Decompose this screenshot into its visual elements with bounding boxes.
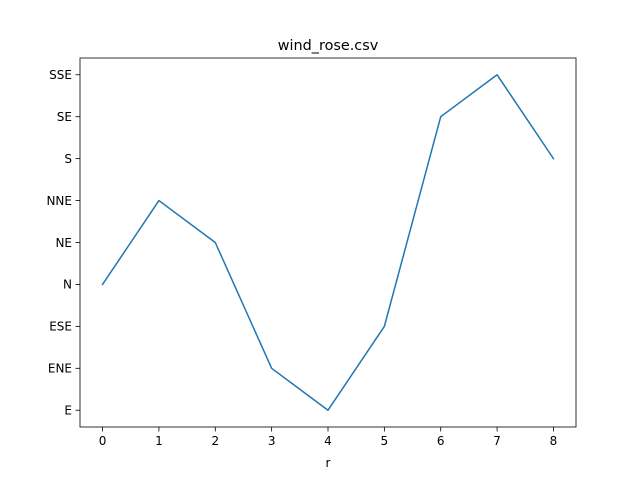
- y-tick-label: S: [64, 152, 72, 166]
- x-tick-label: 7: [493, 434, 501, 448]
- x-tick-label: 3: [268, 434, 276, 448]
- x-axis-label: r: [326, 456, 331, 470]
- x-tick-label: 1: [155, 434, 163, 448]
- chart-title: wind_rose.csv: [278, 38, 379, 54]
- x-tick-label: 8: [550, 434, 558, 448]
- axes-frame: [79, 57, 577, 428]
- x-tick-label: 0: [99, 434, 107, 448]
- y-tick-label: ENE: [48, 362, 72, 376]
- x-tick-label: 2: [211, 434, 219, 448]
- y-tick-label: ESE: [49, 320, 72, 334]
- x-tick-label: 5: [381, 434, 389, 448]
- y-tick-label: NNE: [46, 194, 72, 208]
- series-line: [101, 74, 555, 411]
- y-tick-label: E: [64, 404, 72, 418]
- x-tick-label: 4: [324, 434, 332, 448]
- x-tick-label: 6: [437, 434, 445, 448]
- y-tick-label: SSE: [49, 68, 72, 82]
- y-tick-label: N: [63, 278, 72, 292]
- y-tick-label: SE: [57, 110, 72, 124]
- y-tick-label: NE: [55, 236, 72, 250]
